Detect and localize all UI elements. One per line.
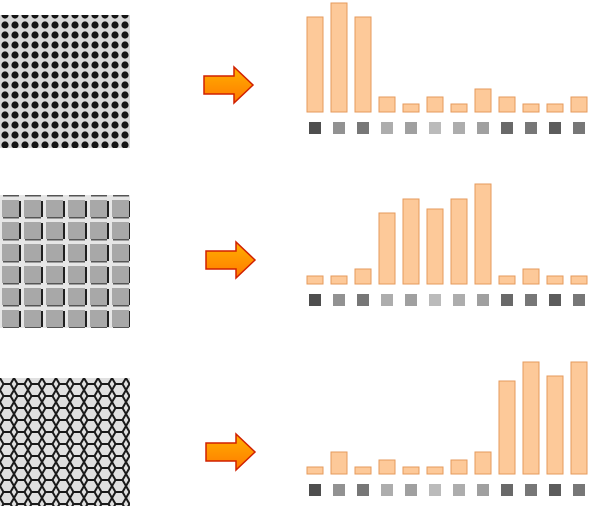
- visual-word-icon: [357, 484, 369, 496]
- bar: [570, 96, 588, 113]
- bar: [354, 268, 372, 285]
- visual-word-icon: [333, 294, 345, 306]
- visual-word-icon: [573, 122, 585, 134]
- visual-word-icon: [357, 294, 369, 306]
- arrow: [205, 240, 257, 280]
- visual-word-icon: [549, 294, 561, 306]
- texture-image: [0, 15, 130, 148]
- bar: [498, 96, 516, 113]
- visual-word-icon: [381, 122, 393, 134]
- bar: [306, 16, 324, 113]
- bar: [522, 361, 540, 475]
- visual-word-icon: [381, 294, 393, 306]
- texture-image: [0, 378, 130, 506]
- bar: [330, 2, 348, 113]
- bar: [330, 451, 348, 475]
- visual-word-icon: [477, 484, 489, 496]
- bar: [402, 466, 420, 475]
- bar: [474, 183, 492, 285]
- bar: [354, 16, 372, 113]
- visual-word-icon: [501, 122, 513, 134]
- visual-word-icon: [405, 294, 417, 306]
- bar: [426, 208, 444, 285]
- visual-word-icon: [549, 122, 561, 134]
- visual-word-icon: [333, 484, 345, 496]
- visual-word-icon: [381, 484, 393, 496]
- bar: [570, 361, 588, 475]
- bar: [450, 459, 468, 475]
- visual-word-icon: [357, 122, 369, 134]
- bar: [546, 275, 564, 285]
- bar: [498, 380, 516, 475]
- visual-word-icon: [477, 294, 489, 306]
- visual-word-icon: [309, 122, 321, 134]
- bar: [450, 198, 468, 285]
- visual-word-icon: [477, 122, 489, 134]
- visual-word-icon: [453, 122, 465, 134]
- visual-word-icon: [453, 484, 465, 496]
- bar: [402, 103, 420, 113]
- texture-image: [0, 195, 130, 328]
- bar: [378, 459, 396, 475]
- bar: [570, 275, 588, 285]
- visual-word-icon: [573, 294, 585, 306]
- bar: [426, 466, 444, 475]
- bar: [474, 451, 492, 475]
- bar: [426, 96, 444, 113]
- bar: [306, 466, 324, 475]
- visual-word-icon: [405, 122, 417, 134]
- arrow: [205, 432, 257, 472]
- bar: [546, 103, 564, 113]
- bar: [522, 103, 540, 113]
- visual-word-icon: [501, 484, 513, 496]
- bar: [378, 96, 396, 113]
- visual-word-icon: [429, 294, 441, 306]
- bar: [306, 275, 324, 285]
- visual-word-icon: [333, 122, 345, 134]
- bar: [522, 268, 540, 285]
- visual-word-icon: [309, 484, 321, 496]
- visual-word-icon: [573, 484, 585, 496]
- bar: [402, 198, 420, 285]
- bar: [498, 275, 516, 285]
- visual-word-icon: [429, 484, 441, 496]
- bar: [450, 103, 468, 113]
- visual-word-icon: [525, 484, 537, 496]
- bar: [546, 375, 564, 475]
- visual-word-icon: [501, 294, 513, 306]
- visual-word-icon: [405, 484, 417, 496]
- visual-word-icon: [549, 484, 561, 496]
- visual-word-icon: [525, 122, 537, 134]
- bar: [378, 212, 396, 285]
- bar: [330, 275, 348, 285]
- arrow: [203, 65, 255, 105]
- bar: [474, 88, 492, 113]
- visual-word-icon: [429, 122, 441, 134]
- bar: [354, 466, 372, 475]
- visual-word-icon: [453, 294, 465, 306]
- visual-word-icon: [309, 294, 321, 306]
- visual-word-icon: [525, 294, 537, 306]
